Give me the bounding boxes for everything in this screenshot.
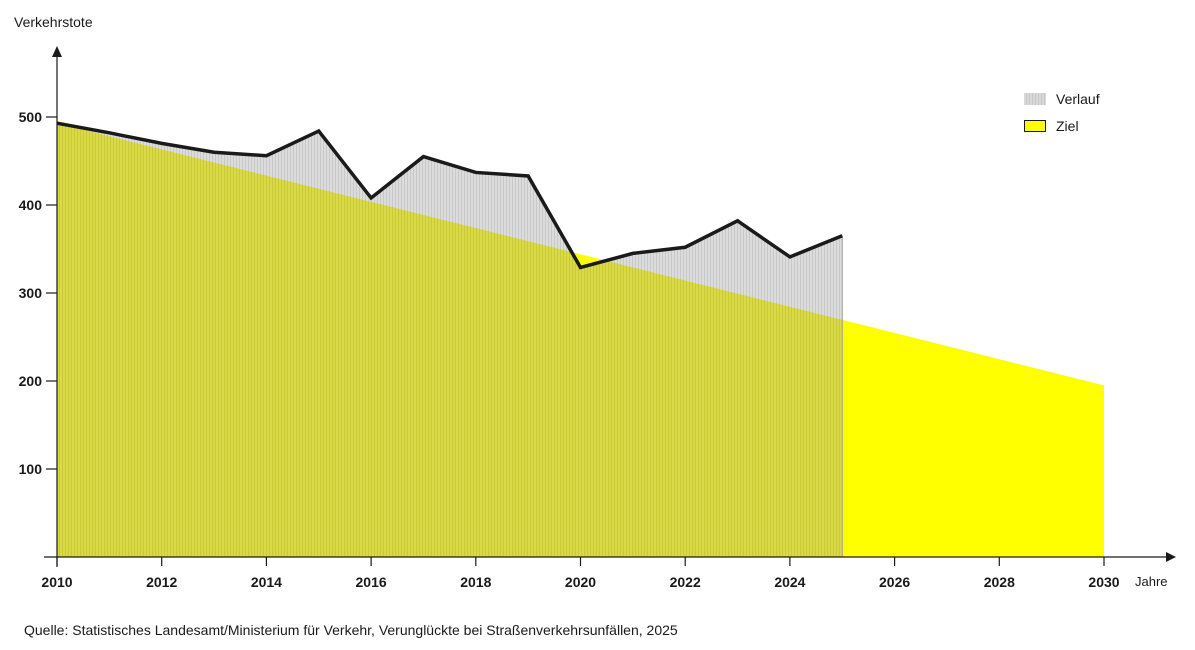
- y-tick-label: 300: [19, 285, 43, 301]
- x-tick-label: 2016: [356, 574, 387, 590]
- y-axis-title: Verkehrstote: [14, 14, 93, 30]
- x-tick-label: 2020: [565, 574, 596, 590]
- y-tick-label: 200: [19, 373, 43, 389]
- y-tick-label: 500: [19, 109, 43, 125]
- y-tick-label: 400: [19, 197, 43, 213]
- x-tick-label: 2012: [146, 574, 177, 590]
- x-tick-label: 2018: [460, 574, 491, 590]
- x-tick-label: 2026: [879, 574, 910, 590]
- x-tick-label: 2030: [1088, 574, 1119, 590]
- overlap-area: [57, 123, 843, 557]
- x-tick-label: 2024: [774, 574, 805, 590]
- x-axis-title: Jahre: [1135, 574, 1168, 589]
- legend-item-ziel: Ziel: [1024, 117, 1100, 135]
- x-tick-label: 2010: [41, 574, 72, 590]
- y-tick-label: 100: [19, 461, 43, 477]
- legend-swatch-verlauf: [1024, 93, 1046, 105]
- verlauf-line: [56, 121, 843, 270]
- y-axis-arrow: [52, 46, 62, 57]
- legend-swatch-ziel: [1024, 120, 1046, 132]
- legend-item-verlauf: Verlauf: [1024, 90, 1100, 108]
- x-axis-arrow: [1166, 552, 1176, 562]
- source-note: Quelle: Statistisches Landesamt/Minister…: [24, 622, 678, 638]
- legend: Verlauf Ziel: [1024, 90, 1100, 144]
- x-tick-label: 2022: [670, 574, 701, 590]
- legend-label-ziel: Ziel: [1056, 118, 1079, 134]
- legend-label-verlauf: Verlauf: [1056, 91, 1100, 107]
- x-tick-label: 2014: [251, 574, 282, 590]
- x-tick-label: 2028: [984, 574, 1015, 590]
